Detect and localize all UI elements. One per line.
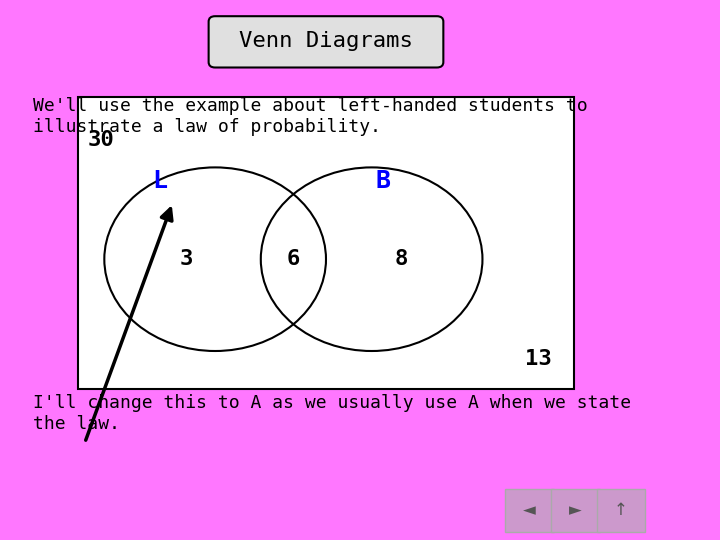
Text: 3: 3 bbox=[179, 249, 192, 269]
Text: Venn Diagrams: Venn Diagrams bbox=[239, 31, 413, 51]
Text: 30: 30 bbox=[88, 130, 114, 151]
Text: 8: 8 bbox=[395, 249, 408, 269]
Text: I'll change this to A as we usually use A when we state
the law.: I'll change this to A as we usually use … bbox=[32, 394, 631, 433]
FancyBboxPatch shape bbox=[551, 489, 600, 532]
Text: B: B bbox=[375, 169, 390, 193]
FancyBboxPatch shape bbox=[597, 489, 645, 532]
Text: 6: 6 bbox=[287, 249, 300, 269]
FancyBboxPatch shape bbox=[505, 489, 554, 532]
FancyBboxPatch shape bbox=[209, 16, 444, 68]
Text: ↑: ↑ bbox=[614, 501, 628, 519]
Text: ►: ► bbox=[569, 501, 582, 519]
FancyBboxPatch shape bbox=[78, 97, 574, 389]
Text: ◄: ◄ bbox=[523, 501, 536, 519]
Text: 13: 13 bbox=[524, 349, 552, 369]
Text: We'll use the example about left-handed students to
illustrate a law of probabil: We'll use the example about left-handed … bbox=[32, 97, 588, 136]
Text: L: L bbox=[152, 169, 167, 193]
